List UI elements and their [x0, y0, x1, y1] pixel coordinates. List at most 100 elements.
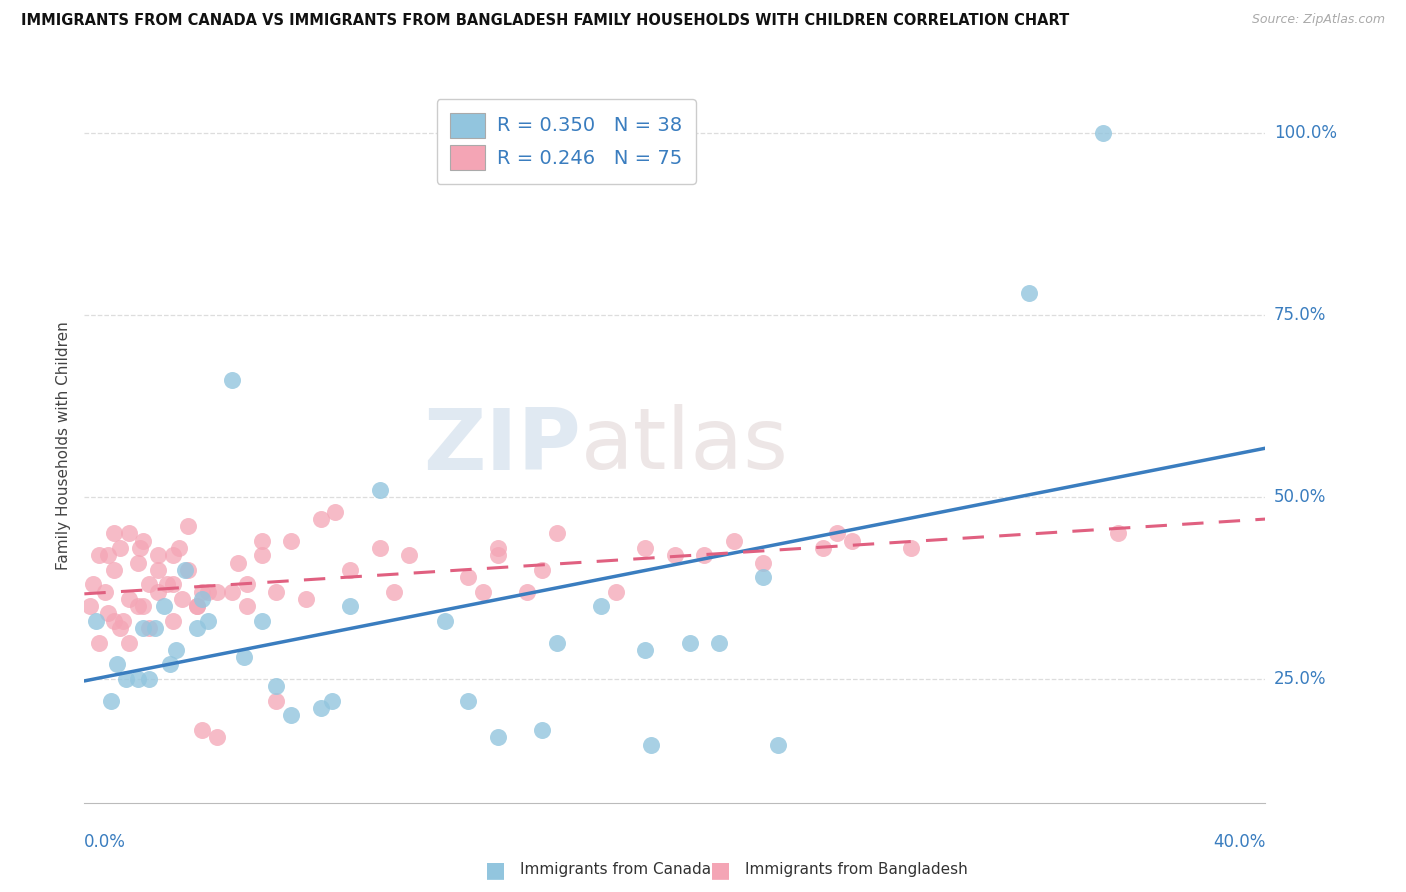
Point	[1018, 286, 1040, 301]
Point	[295, 591, 318, 606]
Point	[205, 731, 228, 745]
Point	[693, 548, 716, 562]
Point	[177, 519, 200, 533]
Point	[264, 694, 288, 708]
Point	[235, 577, 259, 591]
Point	[368, 483, 391, 497]
Point	[100, 694, 122, 708]
Point	[114, 672, 136, 686]
Point	[111, 614, 134, 628]
Point	[634, 541, 657, 555]
Point	[664, 548, 686, 562]
Point	[752, 556, 775, 570]
Point	[752, 570, 775, 584]
Point	[546, 526, 568, 541]
Point	[197, 584, 219, 599]
Point	[162, 548, 184, 562]
Point	[232, 650, 254, 665]
Point	[87, 548, 111, 562]
Point	[103, 526, 125, 541]
Point	[103, 614, 125, 628]
Point	[138, 672, 160, 686]
Point	[97, 548, 120, 562]
Point	[398, 548, 420, 562]
Point	[640, 738, 662, 752]
Point	[280, 708, 302, 723]
Point	[605, 584, 627, 599]
Text: 0.0%: 0.0%	[84, 833, 127, 851]
Point	[191, 723, 214, 737]
Point	[177, 563, 200, 577]
Point	[634, 643, 657, 657]
Text: ■: ■	[485, 860, 506, 880]
Point	[103, 563, 125, 577]
Point	[191, 591, 214, 606]
Text: IMMIGRANTS FROM CANADA VS IMMIGRANTS FROM BANGLADESH FAMILY HOUSEHOLDS WITH CHIL: IMMIGRANTS FROM CANADA VS IMMIGRANTS FRO…	[21, 13, 1070, 29]
Point	[486, 541, 509, 555]
Point	[591, 599, 613, 614]
Point	[105, 657, 128, 672]
Point	[221, 584, 243, 599]
Point	[516, 584, 538, 599]
Point	[457, 570, 479, 584]
Point	[768, 738, 790, 752]
Point	[250, 548, 273, 562]
Point	[108, 541, 131, 555]
Point	[156, 577, 179, 591]
Point	[118, 526, 141, 541]
Point	[472, 584, 495, 599]
Point	[148, 548, 170, 562]
Text: 100.0%: 100.0%	[1274, 124, 1337, 142]
Text: Immigrants from Bangladesh: Immigrants from Bangladesh	[745, 863, 967, 877]
Point	[84, 614, 107, 628]
Point	[159, 657, 181, 672]
Point	[486, 548, 509, 562]
Point	[280, 533, 302, 548]
Point	[97, 607, 120, 621]
Point	[221, 374, 243, 388]
Point	[235, 599, 259, 614]
Text: Immigrants from Canada: Immigrants from Canada	[520, 863, 711, 877]
Point	[368, 541, 391, 555]
Text: ■: ■	[710, 860, 731, 880]
Text: 50.0%: 50.0%	[1274, 488, 1326, 506]
Point	[530, 723, 553, 737]
Point	[138, 621, 160, 635]
Point	[138, 577, 160, 591]
Point	[186, 621, 208, 635]
Point	[546, 635, 568, 649]
Point	[127, 556, 149, 570]
Point	[87, 635, 111, 649]
Point	[148, 563, 170, 577]
Text: atlas: atlas	[581, 404, 789, 488]
Point	[143, 621, 166, 635]
Point	[226, 556, 249, 570]
Point	[191, 584, 214, 599]
Point	[129, 541, 152, 555]
Point	[264, 584, 288, 599]
Point	[148, 584, 170, 599]
Point	[250, 614, 273, 628]
Point	[339, 563, 361, 577]
Point	[457, 694, 479, 708]
Point	[205, 584, 228, 599]
Point	[94, 584, 117, 599]
Point	[827, 526, 849, 541]
Point	[723, 533, 745, 548]
Point	[118, 591, 141, 606]
Point	[250, 533, 273, 548]
Point	[186, 599, 208, 614]
Point	[132, 533, 155, 548]
Point	[339, 599, 361, 614]
Point	[186, 599, 208, 614]
Legend: R = 0.350   N = 38, R = 0.246   N = 75: R = 0.350 N = 38, R = 0.246 N = 75	[437, 99, 696, 184]
Point	[433, 614, 456, 628]
Text: 40.0%: 40.0%	[1213, 833, 1265, 851]
Point	[82, 577, 104, 591]
Text: 25.0%: 25.0%	[1274, 670, 1326, 688]
Point	[709, 635, 731, 649]
Point	[323, 504, 347, 518]
Point	[127, 599, 149, 614]
Point	[382, 584, 406, 599]
Point	[1107, 526, 1129, 541]
